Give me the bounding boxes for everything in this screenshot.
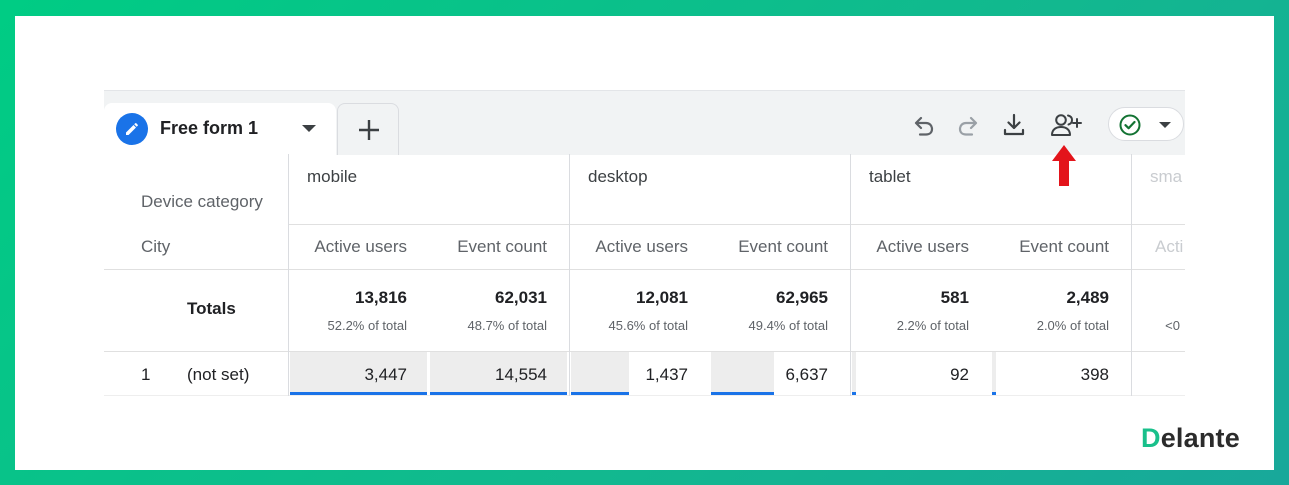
- cell-bar-indicator: [430, 392, 567, 395]
- group-header-mobile[interactable]: mobile: [307, 167, 358, 186]
- metric-value: 14,554: [495, 365, 547, 384]
- cell-bar-fill: [430, 352, 567, 395]
- arrow-up-icon: [1052, 145, 1076, 186]
- undo-icon: [914, 116, 934, 136]
- edit-pencil-icon[interactable]: [116, 113, 148, 145]
- add-person-icon: [1051, 114, 1082, 136]
- add-tab-button[interactable]: [337, 103, 399, 155]
- divider: [104, 351, 1185, 352]
- cell-bar-fill: [571, 352, 629, 395]
- status-selector[interactable]: [1108, 107, 1184, 141]
- divider: [104, 395, 1185, 396]
- total-value: 62,031: [495, 288, 547, 307]
- city-value[interactable]: (not set): [187, 365, 250, 384]
- plus-icon: [359, 120, 379, 140]
- metric-value: 398: [1080, 365, 1109, 384]
- divider: [104, 269, 1185, 270]
- metric-value: 92: [950, 365, 969, 384]
- chevron-down-icon[interactable]: [302, 125, 316, 132]
- city-header[interactable]: City: [141, 237, 171, 256]
- cell-bar-indicator: [571, 392, 629, 395]
- cell-bar-indicator: [992, 392, 996, 395]
- chevron-down-icon: [1159, 122, 1171, 128]
- total-percent: 48.7% of total: [467, 318, 548, 333]
- tab-free-form-1[interactable]: Free form 1: [104, 103, 336, 155]
- cell-bar-fill: [992, 352, 996, 395]
- cell-bar-indicator: [290, 392, 427, 395]
- total-value: 13,816: [355, 288, 407, 307]
- total-value: 62,965: [776, 288, 828, 307]
- divider: [850, 154, 851, 396]
- metric-value: 1,437: [645, 365, 688, 384]
- share-button[interactable]: [1049, 111, 1083, 139]
- divider: [288, 224, 1185, 225]
- cell-bar-fill: [290, 352, 427, 395]
- download-button[interactable]: [1000, 111, 1028, 139]
- total-value: 2,489: [1066, 288, 1109, 307]
- row-index: 1: [141, 365, 151, 384]
- cell-bar-fill: [852, 352, 856, 395]
- metric-header-active-users[interactable]: Active users: [314, 237, 407, 256]
- total-percent: <0: [1165, 318, 1180, 333]
- redo-icon: [958, 116, 978, 136]
- tab-bar: Free form 1: [104, 90, 1185, 186]
- redo-button[interactable]: [954, 111, 982, 139]
- total-value: 581: [940, 288, 969, 307]
- metric-header-active-users[interactable]: Acti: [1155, 237, 1184, 256]
- metric-header-event-count[interactable]: Event count: [738, 237, 828, 256]
- divider: [569, 154, 570, 396]
- total-percent: 52.2% of total: [327, 318, 408, 333]
- cell-bar-indicator: [711, 392, 774, 395]
- metric-header-event-count[interactable]: Event count: [1019, 237, 1109, 256]
- total-value: 12,081: [636, 288, 688, 307]
- exploration-editor: Free form 1: [104, 90, 1185, 396]
- total-percent: 2.2% of total: [896, 318, 969, 333]
- delante-logo: Delante: [1141, 423, 1240, 453]
- cell-bar-indicator: [852, 392, 856, 395]
- divider: [1131, 154, 1132, 396]
- check-circle-icon: [1119, 114, 1141, 136]
- metric-header-event-count[interactable]: Event count: [457, 237, 547, 256]
- device-category-header[interactable]: Device category: [141, 192, 263, 211]
- group-header-smart-tv[interactable]: sma: [1150, 167, 1183, 186]
- total-percent: 45.6% of total: [608, 318, 689, 333]
- divider: [288, 154, 289, 396]
- group-header-tablet[interactable]: tablet: [869, 167, 911, 186]
- totals-label: Totals: [187, 299, 236, 318]
- metric-header-active-users[interactable]: Active users: [876, 237, 969, 256]
- metric-value: 6,637: [785, 365, 828, 384]
- tab-label: Free form 1: [160, 118, 259, 138]
- total-percent: 49.4% of total: [748, 318, 829, 333]
- group-header-desktop[interactable]: desktop: [588, 167, 648, 186]
- download-icon: [1003, 113, 1025, 136]
- metric-value: 3,447: [364, 365, 407, 384]
- metric-header-active-users[interactable]: Active users: [595, 237, 688, 256]
- data-table: Device category mobile desktop tablet sm…: [104, 154, 1185, 396]
- total-percent: 2.0% of total: [1036, 318, 1109, 333]
- undo-button[interactable]: [910, 111, 938, 139]
- cell-bar-fill: [711, 352, 774, 395]
